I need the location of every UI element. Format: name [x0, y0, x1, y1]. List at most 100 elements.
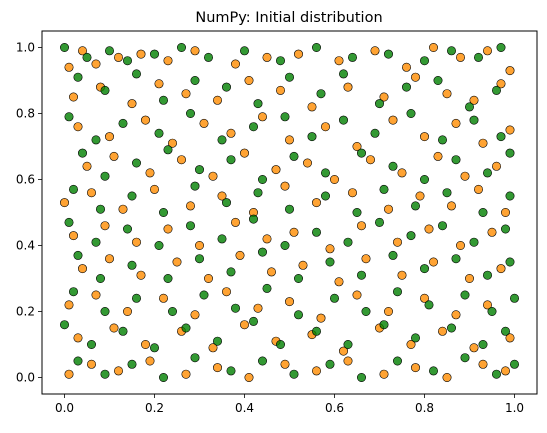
- data-point: [127, 260, 137, 270]
- data-point: [100, 221, 110, 231]
- data-point: [213, 363, 223, 373]
- data-point: [195, 165, 205, 175]
- data-point: [379, 369, 389, 379]
- data-point: [392, 356, 402, 366]
- data-point: [87, 339, 97, 349]
- data-point: [500, 224, 510, 234]
- data-point: [190, 76, 200, 86]
- data-point: [127, 191, 137, 201]
- data-point: [235, 250, 245, 260]
- data-point: [226, 267, 236, 277]
- data-point: [136, 270, 146, 280]
- data-point: [460, 171, 470, 181]
- data-point: [284, 72, 294, 82]
- data-point: [419, 56, 429, 66]
- data-point: [352, 208, 362, 218]
- data-point: [190, 46, 200, 56]
- data-point: [73, 72, 83, 82]
- data-point: [87, 188, 97, 198]
- y-tick-label: 1.0: [16, 41, 35, 55]
- data-point: [352, 142, 362, 152]
- axes-frame: [41, 30, 538, 395]
- plot-area: [41, 30, 538, 395]
- data-point: [87, 359, 97, 369]
- x-axis: 0.0 0.2 0.4 0.6 0.8 1.0: [55, 394, 524, 415]
- data-point: [451, 254, 461, 264]
- data-point: [478, 339, 488, 349]
- data-point: [100, 85, 110, 95]
- data-point: [338, 115, 348, 125]
- data-point: [150, 343, 160, 353]
- data-point: [118, 204, 128, 214]
- data-point: [91, 59, 101, 69]
- data-point: [338, 346, 348, 356]
- data-point: [383, 306, 393, 316]
- data-point: [132, 293, 142, 303]
- data-point: [500, 366, 510, 376]
- data-point: [195, 254, 205, 264]
- data-point: [105, 254, 115, 264]
- chart-title: NumPy: Initial distribution: [195, 10, 382, 26]
- data-point: [154, 241, 164, 251]
- data-point: [109, 151, 119, 161]
- data-point: [374, 217, 384, 227]
- data-point: [257, 112, 267, 122]
- data-point: [222, 198, 232, 208]
- data-point: [460, 290, 470, 300]
- data-point: [419, 293, 429, 303]
- data-point: [406, 339, 416, 349]
- data-point: [419, 175, 429, 185]
- data-point: [240, 148, 250, 158]
- data-point: [505, 66, 515, 76]
- data-point: [105, 132, 115, 142]
- data-point: [293, 273, 303, 283]
- data-point: [293, 49, 303, 59]
- data-point: [132, 69, 142, 79]
- data-point: [316, 313, 326, 323]
- data-point: [181, 369, 191, 379]
- data-point: [383, 49, 393, 59]
- data-point: [343, 237, 353, 247]
- data-point: [433, 151, 443, 161]
- data-point: [496, 79, 506, 89]
- data-point: [244, 372, 254, 382]
- data-point: [78, 264, 88, 274]
- data-point: [105, 46, 115, 56]
- data-point: [168, 138, 178, 148]
- data-point: [82, 161, 92, 171]
- x-tick-label: 0.8: [415, 401, 434, 415]
- data-point: [505, 191, 515, 201]
- data-point: [154, 128, 164, 138]
- data-point: [163, 145, 173, 155]
- data-point: [320, 191, 330, 201]
- data-point: [388, 161, 398, 171]
- data-point: [186, 201, 196, 211]
- y-axis: 0.0 0.2 0.4 0.6 0.8 1.0: [16, 41, 42, 385]
- data-point: [132, 237, 142, 247]
- data-point: [473, 184, 483, 194]
- data-point: [190, 310, 200, 320]
- data-point: [289, 151, 299, 161]
- data-point: [410, 72, 420, 82]
- data-point: [491, 369, 501, 379]
- data-point: [154, 79, 164, 89]
- data-point: [64, 112, 74, 122]
- data-point: [424, 300, 434, 310]
- data-point: [446, 201, 456, 211]
- data-point: [59, 42, 69, 52]
- data-point: [217, 135, 227, 145]
- data-point: [257, 175, 267, 185]
- data-point: [280, 181, 290, 191]
- data-point: [289, 227, 299, 237]
- data-point: [59, 320, 69, 330]
- data-point: [69, 92, 79, 102]
- data-point: [455, 241, 465, 251]
- data-point: [91, 135, 101, 145]
- data-point: [150, 184, 160, 194]
- data-point: [298, 260, 308, 270]
- data-point: [253, 99, 263, 109]
- data-point: [437, 221, 447, 231]
- data-point: [478, 138, 488, 148]
- data-point: [226, 366, 236, 376]
- data-point: [464, 102, 474, 112]
